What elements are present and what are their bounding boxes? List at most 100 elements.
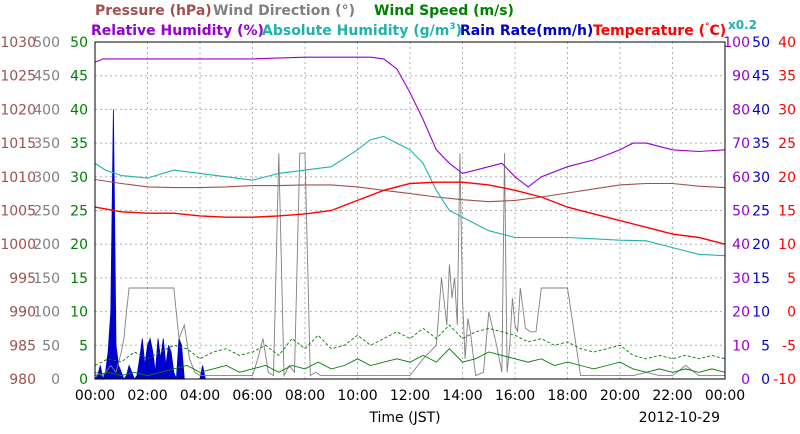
- temperature-axis-tick-label: 5: [787, 271, 796, 287]
- series-temperature: [94, 181, 726, 245]
- temperature-axis-tick-label: 40: [778, 35, 796, 51]
- legend-absolute-humidity-suffix: ): [456, 23, 462, 39]
- series-wind-direction: [94, 152, 725, 378]
- pressure-axis-tick-label: 1020: [0, 102, 36, 118]
- rain-rate-axis-tick-label: 10: [752, 305, 770, 321]
- x-tick-label: 04:00: [180, 388, 220, 404]
- wind-speed-axis-tick-label: 25: [70, 204, 88, 220]
- x-tick-label: 10:00: [337, 388, 377, 404]
- rain-rate-axis-tick-label: 35: [752, 136, 770, 152]
- x-tick-label: 20:00: [600, 388, 640, 404]
- rain-rate-axis-tick-label: 40: [752, 102, 770, 118]
- wind-speed-axis-tick-label: 40: [70, 102, 88, 118]
- pressure-axis-tick-label: 985: [9, 338, 36, 354]
- relative-humidity-axis-tick-label: 20: [732, 305, 750, 321]
- series-marks: [94, 56, 726, 381]
- x-tick-label: 16:00: [495, 388, 535, 404]
- relative-humidity-axis-tick-label: 70: [732, 136, 750, 152]
- rain-rate-axis-tick-label: 30: [752, 170, 770, 186]
- x-tick-label: 14:00: [442, 388, 482, 404]
- pressure-axis-tick-label: 1030: [0, 35, 36, 51]
- wind-speed-axis-tick-label: 45: [70, 69, 88, 85]
- relative-humidity-axis-tick-label: 30: [732, 271, 750, 287]
- legend-absolute-humidity-sup: 3: [449, 22, 455, 32]
- rain-rate-axis-tick-label: 20: [752, 237, 770, 253]
- plot-frame: [94, 41, 726, 380]
- relative-humidity-axis-tick-label: 50: [732, 204, 750, 220]
- wind-direction-axis-tick-label: 250: [33, 204, 60, 220]
- legend-wind-speed: Wind Speed (m/s): [374, 3, 514, 19]
- rain-rate-axis-tick-label: 0: [761, 372, 770, 388]
- x-tick-label: 22:00: [652, 388, 692, 404]
- wind-speed-axis-tick-label: 0: [79, 372, 88, 388]
- legend: Pressure (hPa) Wind Direction (°) Wind S…: [91, 3, 757, 39]
- legend-temperature-deg: °: [705, 22, 710, 32]
- temperature-axis-tick-label: 20: [778, 170, 796, 186]
- series-pressure: [94, 178, 726, 203]
- rain-rate-axis-tick-label: 45: [752, 69, 770, 85]
- pressure-axis-tick-label: 1025: [0, 69, 36, 85]
- relative-humidity-axis-tick-label: 80: [732, 102, 750, 118]
- wind-direction-axis-tick-label: 450: [33, 69, 60, 85]
- wind-speed-axis-tick-label: 15: [70, 271, 88, 287]
- pressure-axis-tick-label: 995: [9, 271, 36, 287]
- wind-direction-axis-tick-label: 150: [33, 271, 60, 287]
- x-tick-label: 00:00: [75, 388, 115, 404]
- relative-humidity-axis-tick-label: 60: [732, 170, 750, 186]
- legend-rain-rate: Rain Rate(mm/h): [460, 23, 593, 39]
- right-axes: 0102030405060708090100051015202530354045…: [723, 35, 796, 388]
- legend-pressure: Pressure (hPa): [95, 3, 212, 19]
- wind-direction-axis-tick-label: 100: [33, 305, 60, 321]
- wind-direction-axis-tick-label: 500: [33, 35, 60, 51]
- temperature-axis-tick-label: 30: [778, 102, 796, 118]
- series-wind-speed: [94, 348, 726, 377]
- rain-rate-axis-tick-label: 25: [752, 204, 770, 220]
- legend-temperature-suffix: C): [709, 23, 726, 39]
- relative-humidity-axis-tick-label: 10: [732, 338, 750, 354]
- pressure-axis-tick-label: 990: [9, 305, 36, 321]
- relative-humidity-axis-tick-label: 0: [741, 372, 750, 388]
- wind-speed-axis-tick-label: 10: [70, 305, 88, 321]
- x-tick-label: 08:00: [285, 388, 325, 404]
- rain-rate-axis-tick-label: 5: [761, 338, 770, 354]
- pressure-axis-tick-label: 1000: [0, 237, 36, 253]
- wind-speed-axis-tick-label: 50: [70, 35, 88, 51]
- series-absolute-humidity: [94, 135, 726, 257]
- date-label: 2012-10-29: [639, 410, 720, 426]
- temperature-axis-tick-label: -5: [782, 338, 796, 354]
- wind-direction-axis-tick-label: 400: [33, 102, 60, 118]
- x-axis: 00:00 02:00 04:00 06:00 08:00 10:00 12:00 14:00…: [75, 388, 745, 404]
- x-tick-label: 06:00: [232, 388, 272, 404]
- pressure-axis-tick-label: 1010: [0, 170, 36, 186]
- legend-temperature: Temperature (°C): [593, 22, 726, 39]
- x-axis-label: Time (JST): [368, 410, 440, 426]
- series-relative-humidity: [94, 56, 726, 188]
- wind-direction-axis-tick-label: 200: [33, 237, 60, 253]
- pressure-axis-tick-label: 1015: [0, 136, 36, 152]
- pressure-axis-tick-label: 1005: [0, 204, 36, 220]
- legend-temperature-prefix: Temperature (: [593, 23, 705, 39]
- temperature-axis-tick-label: 10: [778, 237, 796, 253]
- temperature-axis-tick-label: 35: [778, 69, 796, 85]
- wind-direction-axis-tick-label: 350: [33, 136, 60, 152]
- temperature-axis-tick-label: 25: [778, 136, 796, 152]
- legend-relative-humidity: Relative Humidity (%): [91, 23, 264, 39]
- x-tick-label: 00:00: [705, 388, 745, 404]
- legend-absolute-humidity: Absolute Humidity (g/m3): [262, 22, 462, 39]
- left-axes: 9809859909951000100510101015102010251030…: [0, 35, 88, 388]
- wind-speed-axis-tick-label: 30: [70, 170, 88, 186]
- x-tick-label: 12:00: [390, 388, 430, 404]
- wind-speed-axis-tick-label: 5: [79, 338, 88, 354]
- x-tick-label: 02:00: [127, 388, 167, 404]
- legend-scale-note: x0.2: [728, 18, 757, 32]
- relative-humidity-axis-tick-label: 40: [732, 237, 750, 253]
- wind-speed-axis-tick-label: 35: [70, 136, 88, 152]
- x-tick-label: 18:00: [547, 388, 587, 404]
- series-wind-speed-gust: [94, 324, 726, 366]
- grid: [95, 42, 725, 379]
- pressure-axis-tick-label: 980: [9, 372, 36, 388]
- relative-humidity-axis-tick-label: 90: [732, 69, 750, 85]
- wind-speed-axis-tick-label: 20: [70, 237, 88, 253]
- wind-direction-axis-tick-label: 300: [33, 170, 60, 186]
- temperature-axis-tick-label: 15: [778, 204, 796, 220]
